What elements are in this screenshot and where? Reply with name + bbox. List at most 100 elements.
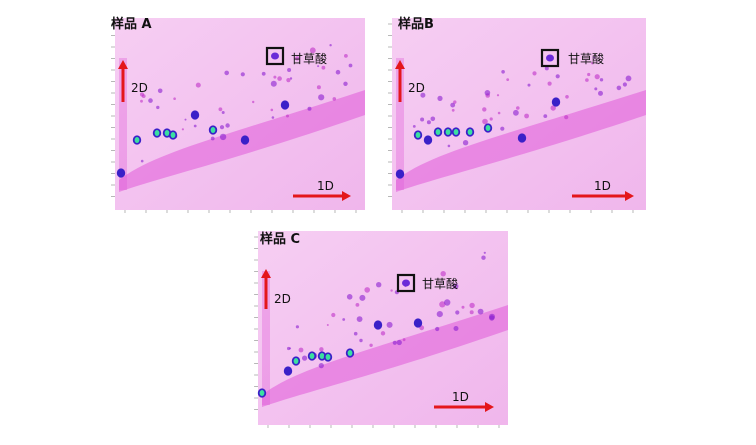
major-peak-core [164, 130, 170, 136]
minor-peak [240, 72, 245, 77]
minor-peak [447, 144, 451, 148]
minor-peak [453, 100, 457, 104]
panel-sample-a: 2D 1D 甘草酸 样品 A [95, 10, 367, 222]
major-peak [190, 110, 200, 120]
major-peak-core [445, 129, 451, 135]
minor-peak [355, 303, 360, 307]
minor-peak [286, 78, 291, 83]
minor-peak [390, 289, 393, 292]
minor-peak [270, 80, 277, 87]
minor-peak [298, 347, 304, 353]
baseline-streak [262, 271, 270, 405]
sample-a-1d-label: 1D [317, 179, 334, 193]
major-peak-core [134, 137, 140, 143]
sample-c-title: 样品 C [260, 231, 300, 247]
minor-peak [436, 311, 443, 318]
minor-peak [364, 287, 370, 293]
sample-a-glycyrrhizic-label: 甘草酸 [291, 51, 327, 66]
sample-a-title: 样品 A [111, 16, 152, 32]
arrow-2d-head [118, 60, 128, 69]
minor-peak [402, 338, 406, 342]
minor-peak [225, 123, 230, 128]
minor-peak [587, 72, 591, 77]
minor-peak [489, 117, 493, 121]
minor-peak [524, 113, 529, 119]
major-peak [116, 168, 126, 178]
minor-peak [435, 326, 440, 332]
minor-peak [193, 124, 197, 128]
minor-peak [369, 343, 373, 347]
major-peak-core [319, 353, 325, 359]
major-peak [551, 97, 561, 107]
major-peak-core [154, 130, 160, 136]
minor-peak [376, 282, 382, 288]
minor-peak [140, 99, 143, 103]
minor-peak [261, 71, 266, 76]
arrow-2d-head [261, 269, 271, 278]
minor-peak [380, 331, 386, 336]
minor-peak [317, 65, 320, 68]
sample-b-1d-label: 1D [594, 179, 611, 193]
minor-peak [140, 159, 144, 163]
minor-peak [437, 95, 443, 101]
minor-peak [318, 363, 324, 369]
major-peak [423, 135, 433, 145]
minor-peak [593, 56, 596, 59]
minor-peak [444, 299, 451, 306]
sample-c-1d-label: 1D [452, 390, 469, 404]
minor-peak [440, 271, 446, 277]
minor-peak [321, 65, 326, 70]
minor-peak [565, 95, 569, 99]
baseline-streak [119, 58, 127, 190]
minor-peak [359, 294, 366, 301]
minor-peak [344, 54, 348, 58]
minor-peak [221, 111, 225, 114]
minor-peak [469, 310, 474, 315]
minor-peak [195, 82, 201, 88]
minor-peak [598, 90, 603, 96]
minor-peak [219, 133, 227, 141]
minor-peak [585, 78, 589, 82]
minor-peak [277, 76, 282, 81]
minor-peak [497, 111, 501, 115]
minor-peak [342, 318, 346, 321]
arrow-1d-head [625, 191, 634, 201]
minor-peak [594, 74, 600, 80]
minor-peak [426, 120, 431, 125]
minor-peak [326, 324, 329, 326]
minor-peak [455, 310, 460, 315]
minor-peak [273, 75, 277, 79]
minor-peak [481, 255, 486, 260]
minor-peak [489, 315, 495, 321]
arrow-1d-head [485, 402, 494, 412]
minor-peak [302, 355, 308, 361]
major-peak-core [467, 129, 473, 135]
panel-sample-c: 2D 1D 甘草酸 样品 C [238, 225, 510, 435]
major-peak [240, 135, 250, 145]
minor-peak [148, 98, 153, 103]
minor-peak [555, 74, 560, 79]
sample-b-glycyrrhizic-label: 甘草酸 [568, 51, 604, 66]
glycyrrhizic-acid-box [396, 273, 416, 293]
minor-peak [343, 81, 348, 87]
minor-peak [543, 114, 548, 118]
minor-peak [591, 62, 594, 65]
minor-peak [483, 251, 486, 254]
minor-peak [286, 114, 289, 118]
minor-peak [287, 68, 292, 72]
sample-b-title: 样品B [398, 16, 434, 32]
minor-peak [396, 339, 402, 346]
glycyrrhizic-acid-peak [271, 52, 279, 60]
minor-peak [331, 312, 336, 318]
minor-peak [392, 340, 397, 345]
minor-peak [270, 108, 274, 112]
minor-peak [616, 85, 622, 91]
minor-peak [252, 100, 255, 104]
arrow-1d-head [342, 191, 351, 201]
major-peak-core [170, 132, 176, 138]
minor-peak [346, 294, 353, 300]
major-peak-core [325, 354, 331, 360]
minor-peak [506, 78, 510, 81]
major-peak-core [435, 129, 441, 135]
minor-peak [386, 321, 393, 328]
